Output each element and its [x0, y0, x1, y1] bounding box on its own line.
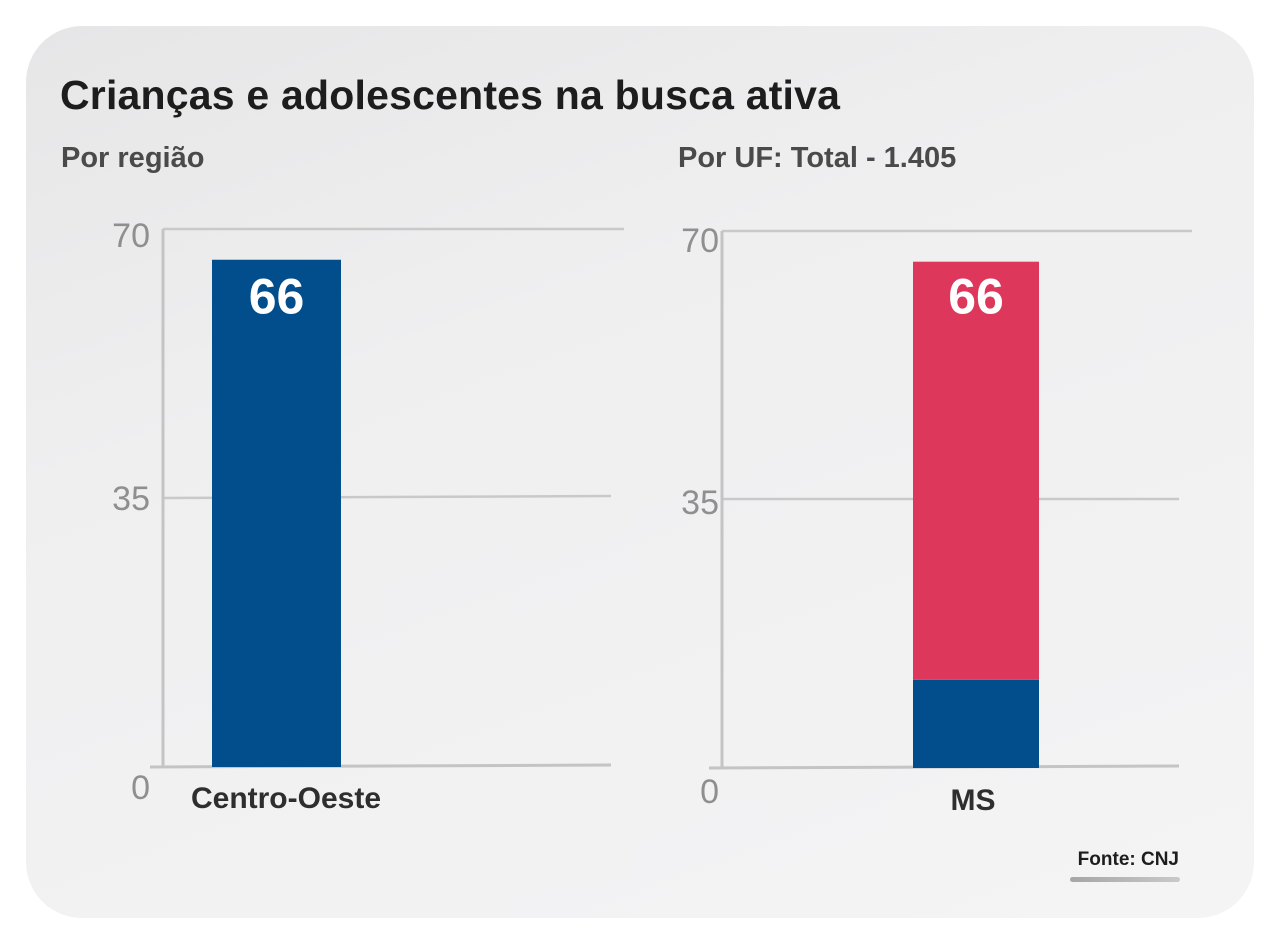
- left-chart-subtitle: Por região: [61, 142, 205, 174]
- chart-title: Crianças e adolescentes na busca ativa: [60, 72, 841, 118]
- left-ytick-0: 0: [131, 769, 150, 807]
- bar-ms-segment-1: [913, 261, 1039, 680]
- data-label-ms: 66: [948, 269, 1004, 325]
- right-chart-subtitle: Por UF: Total - 1.405: [678, 142, 957, 174]
- data-label-centro-oeste: 66: [249, 269, 305, 325]
- right-category-label: MS: [951, 784, 996, 817]
- left-bars: 66: [212, 259, 341, 767]
- bar-centro-oeste: [212, 259, 341, 767]
- right-ytick-0: 0: [700, 773, 719, 811]
- bar-ms-segment-0: [913, 679, 1039, 768]
- right-ytick-35: 35: [681, 484, 719, 522]
- source-underline: [1070, 877, 1180, 882]
- right-ytick-70: 70: [681, 222, 719, 260]
- source-label: Fonte: CNJ: [1077, 849, 1179, 870]
- left-ytick-35: 35: [112, 480, 150, 518]
- left-ytick-70: 70: [112, 217, 150, 255]
- left-category-label: Centro-Oeste: [191, 782, 381, 815]
- right-bars: 66: [913, 261, 1039, 768]
